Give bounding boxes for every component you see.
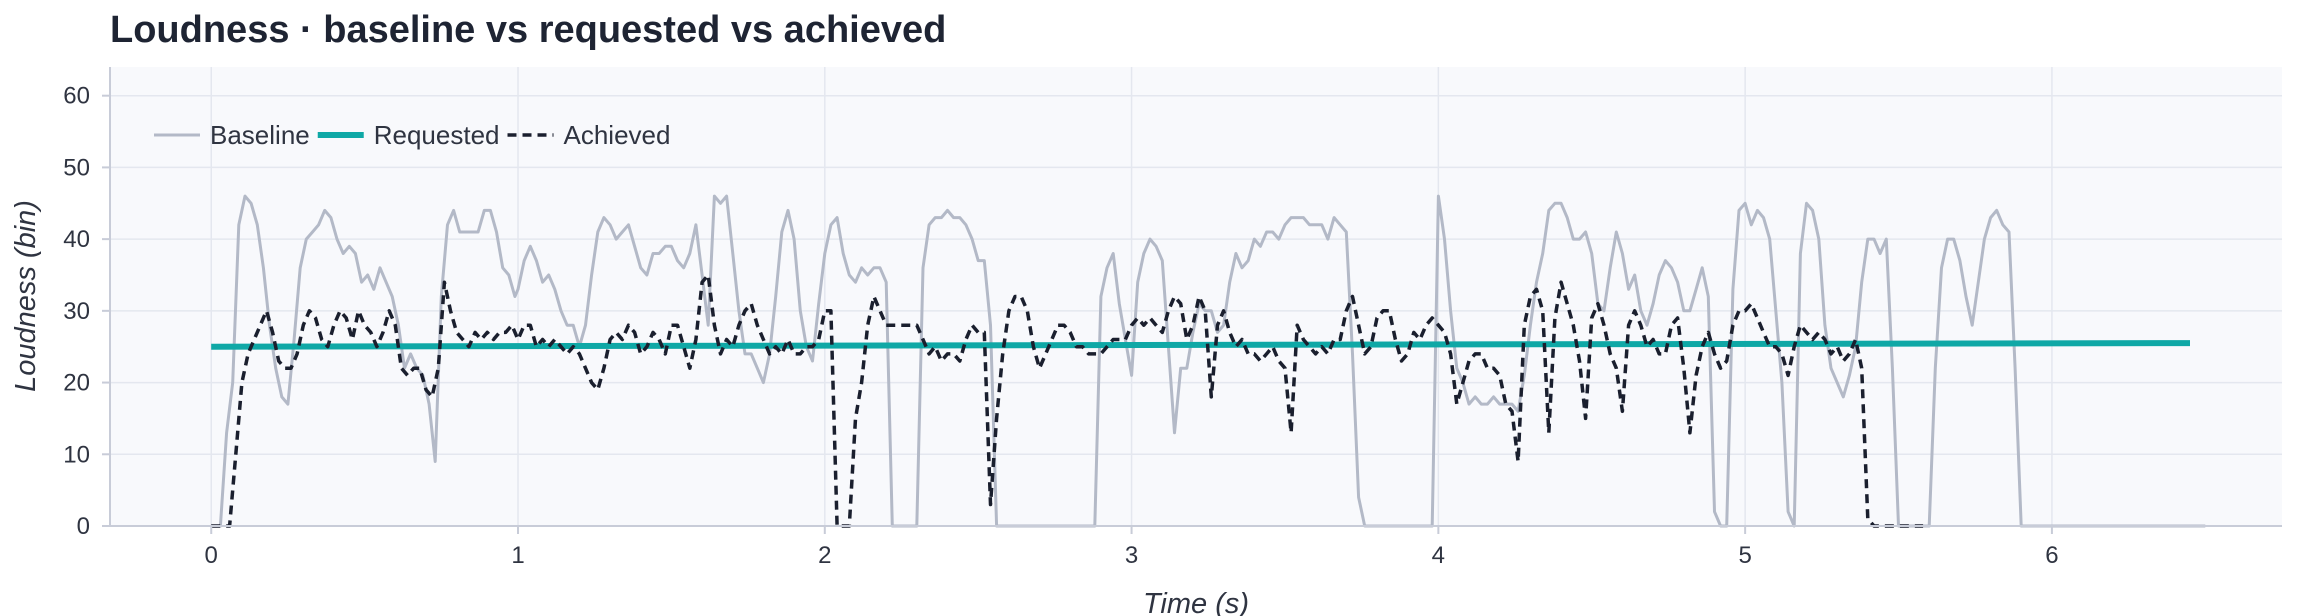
y-axis-label: Loudness (bin) — [10, 200, 42, 392]
legend-label-achieved: Achieved — [564, 120, 671, 150]
legend-label-requested: Requested — [374, 120, 500, 150]
series-requested-line — [211, 340, 2191, 350]
legend-label-baseline: Baseline — [210, 120, 310, 150]
plot-area — [110, 67, 2282, 526]
x-tick-label: 4 — [1432, 542, 1445, 569]
axes — [109, 67, 2282, 527]
series-baseline-line — [211, 194, 2206, 528]
y-tick-label: 30 — [63, 298, 90, 325]
y-tick-label: 50 — [63, 154, 90, 181]
x-tick-label: 0 — [205, 542, 218, 569]
y-tick-label: 10 — [63, 441, 90, 468]
series-layer — [211, 194, 2206, 528]
chart-title: Loudness · baseline vs requested vs achi… — [110, 9, 947, 51]
y-tick-label: 40 — [63, 226, 90, 253]
x-tick-label: 1 — [511, 542, 524, 569]
y-tick-label: 20 — [63, 370, 90, 397]
series-achieved-line — [211, 273, 1924, 528]
x-tick-label: 5 — [1738, 542, 1751, 569]
x-tick-label: 2 — [818, 542, 831, 569]
legend: Baseline Requested Achieved — [154, 120, 670, 150]
y-tick-label: 0 — [77, 513, 90, 540]
x-tick-label: 6 — [2045, 542, 2058, 569]
x-tick-label: 3 — [1125, 542, 1138, 569]
y-tick-label: 60 — [63, 83, 90, 110]
x-axis-label: Time (s) — [1143, 588, 1249, 616]
